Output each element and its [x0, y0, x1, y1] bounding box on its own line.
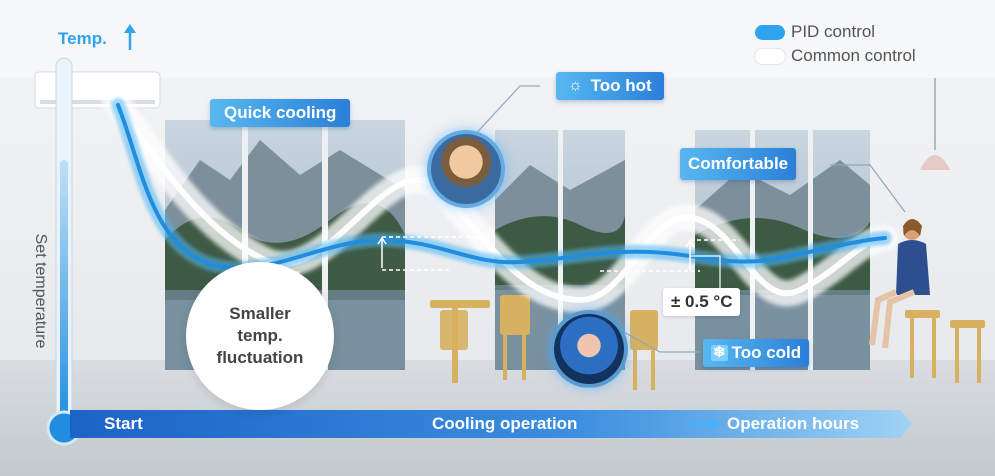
- legend-swatch-pid: [755, 24, 785, 40]
- operation-hours-label: Operation hours: [727, 414, 860, 433]
- legend-swatch-common: [755, 48, 785, 64]
- too-cold-callout: ❄ Too cold: [703, 339, 810, 367]
- fluctuation-marker-left: [377, 236, 490, 271]
- person-sitting-icon: [869, 219, 930, 349]
- common-control-curve: [102, 87, 898, 314]
- face-hot-icon: [427, 130, 505, 208]
- fluctuation-text-1: Smaller: [229, 304, 291, 323]
- pendant-lamp-icon: [920, 78, 950, 170]
- quick-cooling-callout: Quick cooling: [210, 99, 351, 127]
- comfortable-callout: Comfortable: [680, 148, 797, 180]
- sun-icon: ☼: [568, 77, 583, 94]
- legend-common: Common control: [755, 46, 916, 66]
- fluctuation-marker-right: [600, 239, 740, 290]
- snowflake-icon: ❄: [711, 344, 728, 361]
- fluctuation-bubble: Smaller temp. fluctuation: [186, 262, 334, 410]
- legend-pid-label: PID control: [791, 22, 876, 41]
- set-temperature-label: Set temperature: [32, 233, 49, 349]
- y-axis-label: Temp.: [58, 29, 107, 48]
- right-arrow-icon: [690, 418, 720, 430]
- tolerance-label: ± 0.5 °C: [663, 288, 741, 316]
- fluctuation-text-3: fluctuation: [216, 348, 304, 367]
- fluctuation-text-2: temp.: [237, 326, 283, 345]
- face-cold-icon: [550, 310, 628, 388]
- cooling-operation-label: Cooling operation: [432, 414, 578, 433]
- too-hot-callout: ☼ Too hot: [556, 72, 664, 100]
- legend-common-label: Common control: [791, 46, 916, 65]
- too-hot-label: Too hot: [590, 76, 652, 95]
- up-arrow-icon: [124, 24, 136, 50]
- start-label: Start: [104, 414, 143, 433]
- pid-control-curve: [111, 98, 892, 276]
- cafe-furniture: [430, 295, 985, 390]
- thermometer-icon: [46, 57, 82, 446]
- too-cold-label: Too cold: [731, 343, 802, 362]
- legend-pid: PID control: [755, 22, 875, 42]
- time-axis-bar: [70, 410, 912, 438]
